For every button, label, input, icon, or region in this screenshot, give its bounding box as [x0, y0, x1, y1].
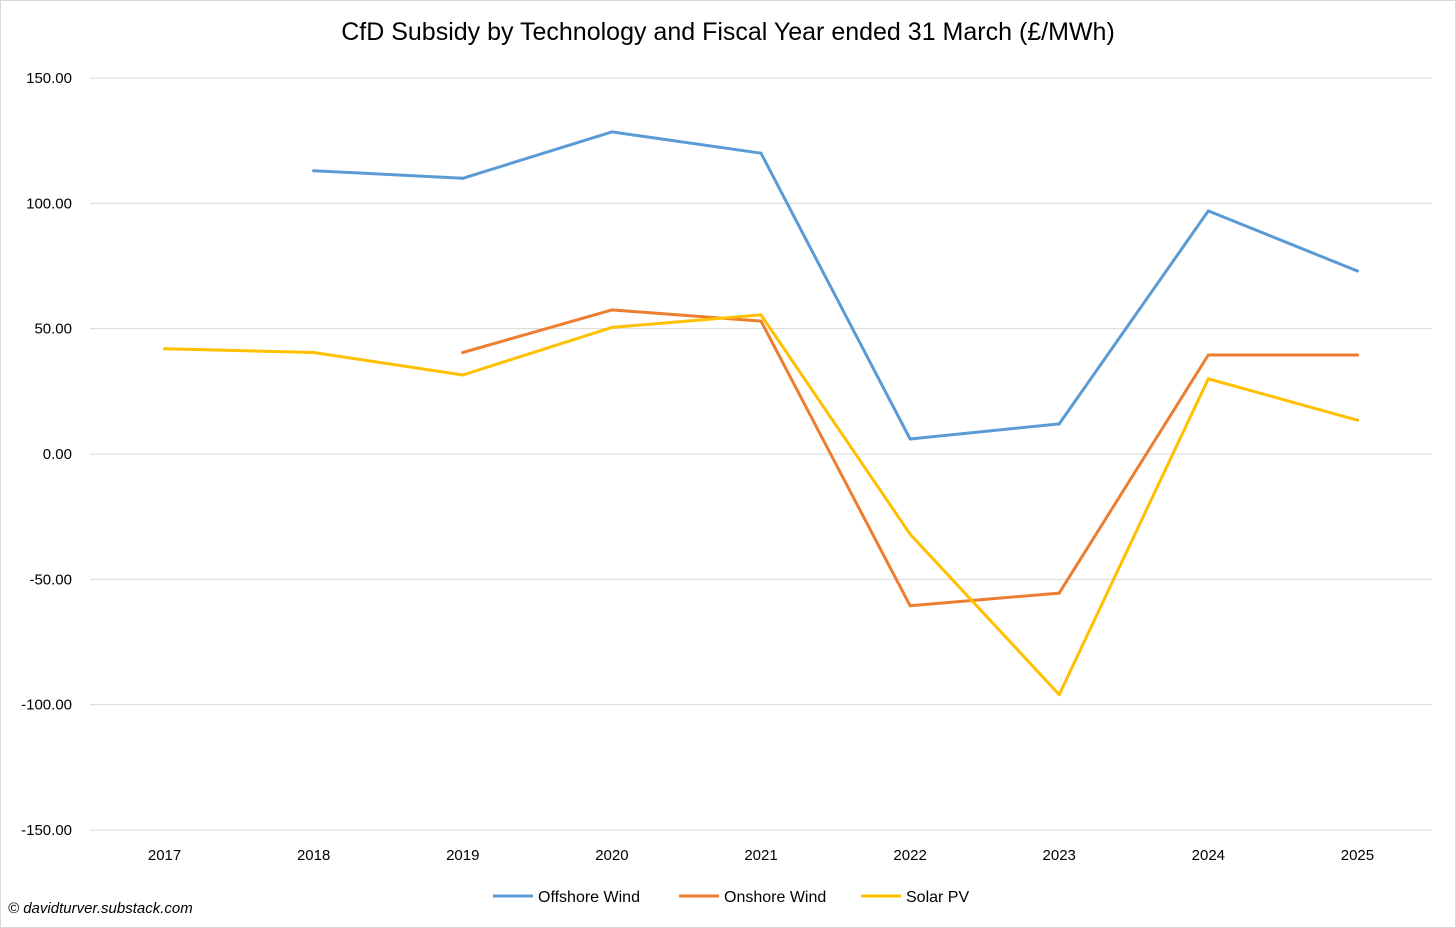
chart-title: CfD Subsidy by Technology and Fiscal Yea…: [341, 18, 1115, 46]
data-point-offshore-wind: [461, 176, 465, 180]
x-tick-label: 2021: [744, 847, 777, 864]
x-tick-label: 2018: [297, 847, 330, 864]
data-point-solar-pv: [1057, 693, 1061, 697]
x-tick-label: 2022: [893, 847, 926, 864]
y-tick-label: -100.00: [21, 697, 72, 714]
x-tick-label: 2017: [148, 847, 181, 864]
y-tick-label: 100.00: [26, 195, 72, 212]
data-point-offshore-wind: [908, 437, 912, 441]
series-line-onshore-wind: [461, 308, 1359, 608]
y-tick-label: -150.00: [21, 822, 72, 839]
data-point-solar-pv: [1355, 418, 1359, 422]
x-tick-label: 2020: [595, 847, 628, 864]
legend-label-solar-pv: Solar PV: [906, 889, 969, 906]
data-point-offshore-wind: [1355, 269, 1359, 273]
x-tick-label: 2024: [1192, 847, 1225, 864]
data-point-solar-pv: [908, 532, 912, 536]
copyright-credit: © davidturver.substack.com: [8, 900, 193, 917]
data-point-solar-pv: [461, 373, 465, 377]
data-point-onshore-wind: [908, 604, 912, 608]
y-tick-label: 50.00: [34, 321, 72, 338]
data-point-solar-pv: [610, 325, 614, 329]
data-point-solar-pv: [1206, 377, 1210, 381]
x-tick-label: 2025: [1341, 847, 1374, 864]
series-line-offshore-wind: [312, 130, 1359, 441]
y-tick-label: 0.00: [43, 446, 72, 463]
y-tick-label: 150.00: [26, 70, 72, 87]
data-point-onshore-wind: [610, 308, 614, 312]
data-point-onshore-wind: [1206, 353, 1210, 357]
data-point-offshore-wind: [1206, 209, 1210, 213]
data-point-offshore-wind: [759, 151, 763, 155]
data-point-onshore-wind: [1057, 591, 1061, 595]
x-tick-label: 2023: [1043, 847, 1076, 864]
data-point-solar-pv: [163, 347, 167, 351]
data-point-offshore-wind: [312, 169, 316, 173]
data-point-onshore-wind: [759, 319, 763, 323]
series-line-solar-pv: [163, 313, 1359, 697]
data-point-offshore-wind: [1057, 422, 1061, 426]
y-tick-label: -50.00: [29, 571, 72, 588]
legend-label-onshore-wind: Onshore Wind: [724, 889, 826, 906]
data-point-offshore-wind: [610, 130, 614, 134]
data-point-solar-pv: [312, 350, 316, 354]
legend-label-offshore-wind: Offshore Wind: [538, 889, 640, 906]
data-point-onshore-wind: [461, 350, 465, 354]
x-tick-label: 2019: [446, 847, 479, 864]
data-point-onshore-wind: [1355, 353, 1359, 357]
data-point-solar-pv: [759, 313, 763, 317]
